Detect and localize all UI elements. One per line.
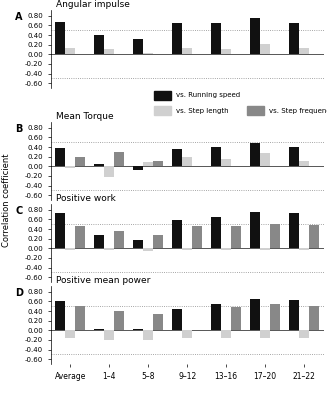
- Bar: [270, 304, 281, 330]
- Bar: [231, 307, 241, 330]
- Bar: [211, 147, 221, 166]
- Bar: [114, 152, 124, 166]
- Bar: [221, 48, 231, 54]
- Text: Correlation coefficient: Correlation coefficient: [2, 153, 11, 247]
- Bar: [172, 150, 182, 166]
- Bar: [55, 148, 65, 166]
- Bar: [250, 300, 260, 330]
- Bar: [309, 306, 319, 330]
- Bar: [289, 22, 299, 54]
- Bar: [172, 309, 182, 330]
- Bar: [133, 240, 143, 248]
- Bar: [153, 235, 164, 248]
- Text: B: B: [15, 124, 23, 134]
- Text: vs. Step frequency: vs. Step frequency: [269, 108, 327, 114]
- Text: Angular impulse: Angular impulse: [56, 0, 130, 9]
- Bar: [153, 314, 164, 330]
- Bar: [94, 235, 104, 248]
- Bar: [182, 157, 192, 166]
- Bar: [104, 248, 114, 250]
- Bar: [221, 330, 231, 338]
- Text: Mean Torque: Mean Torque: [56, 112, 114, 121]
- Text: Positive mean power: Positive mean power: [56, 276, 150, 285]
- Bar: [192, 226, 202, 248]
- Bar: [211, 217, 221, 248]
- Bar: [143, 162, 153, 166]
- Bar: [55, 22, 65, 54]
- Text: C: C: [15, 206, 23, 216]
- Text: vs. Step length: vs. Step length: [176, 108, 229, 114]
- Bar: [289, 300, 299, 330]
- Bar: [260, 248, 270, 250]
- Text: D: D: [15, 288, 23, 298]
- Bar: [143, 248, 153, 251]
- Bar: [114, 231, 124, 248]
- Bar: [250, 212, 260, 248]
- Bar: [211, 23, 221, 54]
- Bar: [309, 225, 319, 248]
- Bar: [299, 248, 309, 250]
- Bar: [104, 166, 114, 177]
- Bar: [55, 301, 65, 330]
- Bar: [270, 224, 281, 248]
- Bar: [172, 24, 182, 54]
- Bar: [221, 248, 231, 250]
- Bar: [247, 106, 264, 115]
- Bar: [289, 147, 299, 166]
- Bar: [211, 304, 221, 330]
- Bar: [104, 50, 114, 54]
- Bar: [143, 330, 153, 340]
- Bar: [133, 166, 143, 170]
- Bar: [250, 18, 260, 54]
- Bar: [133, 39, 143, 54]
- Bar: [104, 330, 114, 340]
- Bar: [75, 226, 85, 248]
- Bar: [231, 226, 241, 248]
- Bar: [114, 311, 124, 330]
- Bar: [94, 329, 104, 330]
- Bar: [299, 48, 309, 54]
- Bar: [299, 160, 309, 166]
- Bar: [75, 157, 85, 166]
- Bar: [182, 330, 192, 338]
- Bar: [65, 166, 75, 168]
- Bar: [250, 143, 260, 166]
- Bar: [172, 220, 182, 248]
- Bar: [65, 248, 75, 250]
- Bar: [289, 213, 299, 248]
- Text: A: A: [15, 12, 23, 22]
- Bar: [299, 330, 309, 338]
- Bar: [260, 153, 270, 166]
- Bar: [75, 306, 85, 330]
- Bar: [65, 48, 75, 54]
- Bar: [182, 48, 192, 54]
- Bar: [221, 158, 231, 166]
- Text: Positive work: Positive work: [56, 194, 116, 203]
- Bar: [182, 248, 192, 250]
- Bar: [154, 106, 171, 115]
- Bar: [260, 330, 270, 338]
- Bar: [55, 213, 65, 248]
- Bar: [94, 35, 104, 54]
- Bar: [65, 330, 75, 338]
- Bar: [94, 164, 104, 166]
- Bar: [133, 329, 143, 330]
- Bar: [154, 91, 171, 100]
- Bar: [143, 53, 153, 54]
- Bar: [153, 161, 164, 166]
- Bar: [260, 44, 270, 54]
- Text: vs. Running speed: vs. Running speed: [176, 92, 240, 98]
